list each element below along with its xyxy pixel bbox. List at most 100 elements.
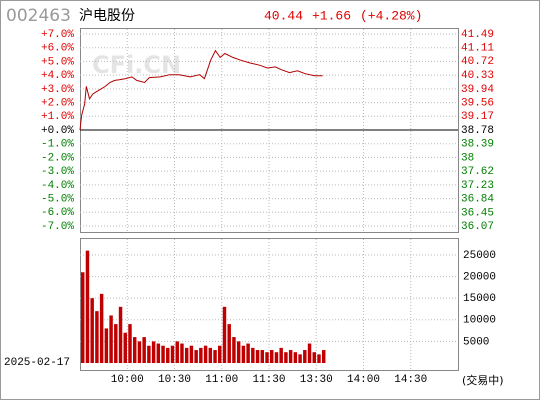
volume-bar xyxy=(255,350,260,363)
pct-tick-label: -3.0% xyxy=(41,166,74,178)
change: +1.66 xyxy=(312,8,351,23)
volume-bar xyxy=(298,354,302,363)
volume-tick-label: 5000 xyxy=(463,336,489,348)
volume-bar xyxy=(218,345,222,363)
price-tick-label: 40.33 xyxy=(461,70,494,82)
volume-bar xyxy=(184,347,189,363)
volume-bar xyxy=(180,343,184,363)
volume-bar xyxy=(137,341,142,363)
volume-bar xyxy=(175,341,179,363)
pct-tick-label: -5.0% xyxy=(41,193,74,205)
pct-tick-label: +6.0% xyxy=(41,43,74,55)
volume-bar xyxy=(128,324,132,363)
price-tick-label: 36.07 xyxy=(461,221,494,233)
volume-bar xyxy=(109,315,113,363)
volume-bar xyxy=(265,352,269,363)
volume-bar xyxy=(132,337,137,363)
time-label: 14:30 xyxy=(394,374,427,386)
pct-tick-label: -4.0% xyxy=(41,180,74,192)
volume-bar xyxy=(123,332,127,363)
volume-bar xyxy=(189,345,194,363)
volume-bar xyxy=(279,347,283,363)
volume-bar xyxy=(284,352,288,363)
time-label: 14:00 xyxy=(347,374,380,386)
volume-bar xyxy=(303,350,307,363)
volume-bar xyxy=(312,352,316,363)
price-tick-label: 38.39 xyxy=(461,139,494,151)
price-tick-label: 39.56 xyxy=(461,97,494,109)
volume-bar xyxy=(147,345,151,363)
volume-tick-label: 15000 xyxy=(463,293,496,305)
pct-tick-label: +3.0% xyxy=(41,84,74,96)
price-tick-label: 41.49 xyxy=(461,29,494,41)
volume-bar xyxy=(274,352,279,363)
volume-bar xyxy=(99,293,104,363)
volume-bar xyxy=(161,345,165,363)
volume-bar xyxy=(166,347,170,363)
pct-tick-label: +2.0% xyxy=(41,97,74,109)
volume-bar xyxy=(114,324,118,363)
pct-tick-label: +5.0% xyxy=(41,56,74,68)
price-tick-label: 41.11 xyxy=(461,42,494,54)
price-tick-label: 36.45 xyxy=(461,207,494,219)
time-label: 13:30 xyxy=(300,374,333,386)
price-tick-label: 38.78 xyxy=(461,125,494,137)
price-tick-label: 38 xyxy=(461,153,474,165)
price-tick-label: 40.72 xyxy=(461,56,494,68)
volume-bar xyxy=(227,324,231,363)
price-tick-label: 36.84 xyxy=(461,194,494,206)
volume-tick-label: 25000 xyxy=(463,250,496,262)
volume-bar xyxy=(293,352,298,363)
price: 40.44 xyxy=(264,8,303,23)
volume-bar xyxy=(213,350,217,363)
pct-tick-label: +7.0% xyxy=(41,29,74,41)
volume-frame xyxy=(80,238,459,371)
stock-code: 002463 xyxy=(6,6,71,26)
price-tick-label: 39.17 xyxy=(461,111,494,123)
pct-tick-label: -6.0% xyxy=(41,207,74,219)
volume-bar xyxy=(222,306,227,363)
pct-tick-label: +0.0% xyxy=(41,125,74,137)
stock-name: 沪电股份 xyxy=(79,8,135,24)
change-pct: (+4.28%) xyxy=(360,8,422,23)
time-label: 11:30 xyxy=(252,374,285,386)
volume-bar xyxy=(208,347,213,363)
price-tick-label: 39.94 xyxy=(461,84,494,96)
volume-bar xyxy=(203,345,208,363)
volume-bar xyxy=(321,350,326,363)
volume-bar xyxy=(142,337,146,363)
volume-bar xyxy=(81,272,85,363)
pct-tick-label: -2.0% xyxy=(41,152,74,164)
pct-tick-label: -7.0% xyxy=(41,221,74,233)
volume-bar xyxy=(151,341,156,363)
volume-tick-label: 10000 xyxy=(463,315,496,327)
volume-bar xyxy=(241,345,246,363)
volume-bar xyxy=(307,343,312,363)
volume-bar xyxy=(251,347,255,363)
volume-bar xyxy=(246,343,250,363)
volume-bar xyxy=(260,350,265,363)
volume-bar xyxy=(288,350,293,363)
price-line xyxy=(79,49,323,131)
volume-bar xyxy=(104,328,109,363)
volume-bar xyxy=(317,354,321,363)
volume-bar xyxy=(90,298,94,363)
volume-bar xyxy=(199,347,203,363)
status: (交易中) xyxy=(462,373,504,387)
time-label: 10:00 xyxy=(111,374,144,386)
volume-bar xyxy=(156,343,161,363)
pct-tick-label: -1.0% xyxy=(41,139,74,151)
volume-bar xyxy=(232,337,236,363)
volume-bar xyxy=(194,350,198,363)
volume-bar xyxy=(118,306,123,363)
volume-bar xyxy=(95,311,99,363)
volume-bar xyxy=(270,350,274,363)
time-label: 10:30 xyxy=(158,374,191,386)
time-label: 11:00 xyxy=(205,374,238,386)
price-tick-label: 37.23 xyxy=(461,180,494,192)
volume-tick-label: 20000 xyxy=(463,271,496,283)
pct-tick-label: +1.0% xyxy=(41,111,74,123)
